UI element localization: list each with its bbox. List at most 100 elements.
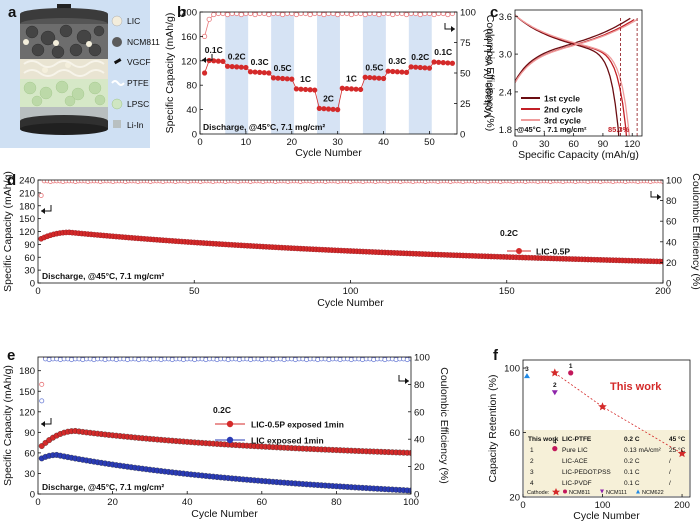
capacity-point xyxy=(413,64,419,70)
y-tick-label: 60 xyxy=(509,428,520,439)
legend-marker xyxy=(226,436,234,444)
y2-tick-label: 25 xyxy=(460,99,471,110)
x-tick-label: 120 xyxy=(624,139,640,150)
ce-point xyxy=(413,12,419,17)
left-axis-arrow-head xyxy=(202,57,206,63)
capacity-point xyxy=(229,63,235,70)
rate-label: 2C xyxy=(323,93,334,103)
y2-tick-label: 100 xyxy=(666,176,682,187)
ce-point xyxy=(247,12,254,17)
x-tick-label: 100 xyxy=(595,500,611,511)
y2-tick-label: 60 xyxy=(666,217,677,228)
panel-f-marks xyxy=(523,368,687,458)
capacity-point xyxy=(422,65,428,71)
y-tick-label: 3.6 xyxy=(499,12,512,23)
y-axis-label: Specific Capacity (mAh/g) xyxy=(164,13,176,134)
capacity-point xyxy=(403,69,410,75)
panel-e: e 0 20 40 60 80 10003060901201501800204060801… xyxy=(2,347,450,520)
table-cell: / xyxy=(669,469,671,476)
cathode-item: NCM111 xyxy=(606,490,627,496)
ce-point xyxy=(275,12,281,17)
rate-label: 1C xyxy=(346,73,357,83)
ce-point xyxy=(238,12,244,18)
x-axis-label: Specific Capacity (mAh/g) xyxy=(518,149,639,161)
y-tick-label: 90 xyxy=(24,428,35,439)
legend-label: 1st cycle xyxy=(544,94,580,104)
rate-label: 0.1C xyxy=(205,45,223,55)
ce-point xyxy=(403,12,410,18)
table-cell: LIC-ACE xyxy=(562,458,588,465)
panel-c-axes: 0 30 60 90 120 1.8 2.4 3.0 3.6 Specific Capacity … xyxy=(482,12,640,161)
ce-point xyxy=(385,12,391,17)
y2-tick-label: 0 xyxy=(460,130,465,141)
capacity-point xyxy=(257,69,263,75)
panel-a: a xyxy=(0,0,160,148)
y-tick-label: 0 xyxy=(30,490,35,501)
x-tick-label: 0 xyxy=(197,137,202,148)
ce-point xyxy=(39,381,45,387)
comparison-table: This work LIC-PTFE 0.2 C 45 °C 1 Pure LI… xyxy=(527,435,686,496)
capacity-point xyxy=(247,69,254,75)
ce-point xyxy=(660,180,663,184)
x-tick-label: 20 xyxy=(286,137,297,148)
ce-point xyxy=(390,12,396,18)
capacity-point xyxy=(298,86,304,92)
capacity-point xyxy=(312,87,318,93)
rate-label: 0.5C xyxy=(365,62,383,72)
panel-c-annotation: @45°C , 7.1 mg/cm² xyxy=(517,125,587,134)
y-tick-label: 0 xyxy=(30,279,35,290)
ce-point xyxy=(206,16,212,22)
x-tick-label: 0 xyxy=(35,497,40,508)
y-tick-label: 210 xyxy=(19,188,35,199)
battery-illustration xyxy=(20,4,108,135)
cathode-item: NCM811 xyxy=(569,490,590,496)
ce-point xyxy=(289,12,295,17)
y-tick-label: 40 xyxy=(186,105,197,116)
panel-b-axes: 0 10 20 30 40 50 0 40 80 120 160 200 0 25 50 75 100 Cycle… xyxy=(164,8,496,160)
y2-axis-label: Coulombic Efficiency (%) xyxy=(484,15,496,132)
ce-point xyxy=(293,12,299,18)
ce-point xyxy=(266,12,272,18)
capacity-point xyxy=(348,86,355,92)
panel-b: b 0 10 20 30 40 50 0 40 80 120 160 200 0 25 50 75 100 Cyc… xyxy=(164,4,496,159)
charge-curve xyxy=(515,18,638,83)
ce-point xyxy=(211,12,217,18)
table-cell: 0.2 C xyxy=(624,436,640,443)
y-tick-label: 60 xyxy=(24,448,35,459)
capacity-point xyxy=(325,106,332,112)
x-tick-label: 100 xyxy=(343,286,359,297)
panel-f-frame xyxy=(522,359,691,498)
ce-point xyxy=(261,12,267,17)
table-cell: / xyxy=(669,480,671,487)
capacity-point xyxy=(417,64,423,71)
y-axis-label: Capacity Retention (%) xyxy=(487,375,499,483)
capacity-point xyxy=(321,106,327,112)
rate-band xyxy=(317,12,340,134)
ce-point xyxy=(426,12,433,17)
reference-point xyxy=(568,370,574,376)
capacity-point xyxy=(201,70,208,76)
y-tick-label: 150 xyxy=(19,387,35,398)
y2-tick-label: 40 xyxy=(666,237,677,248)
ce-point xyxy=(362,12,368,18)
table-cell: Pure LIC xyxy=(562,447,588,454)
this-work-point xyxy=(677,449,687,458)
panel-b-annotation: Discharge, @45°C, 7.1 mg/cm² xyxy=(203,122,325,132)
gray-circle-icon xyxy=(112,37,122,47)
y-tick-label: 150 xyxy=(19,214,35,225)
legend-label: LIC-0.5P xyxy=(536,247,570,257)
x-tick-label: 0 xyxy=(520,500,525,511)
x-tick-label: 0 xyxy=(35,286,40,297)
triangle-down-icon xyxy=(600,489,604,494)
x-tick-label: 150 xyxy=(499,286,515,297)
panel-d-letter: d xyxy=(7,172,16,189)
capacity-point xyxy=(220,58,226,65)
capacity-point xyxy=(445,60,451,66)
capacity-point xyxy=(293,86,299,92)
cathode-label: Cathode: xyxy=(527,490,550,496)
x-tick-label: 200 xyxy=(674,500,690,511)
ce-point xyxy=(321,12,327,18)
panel-b-letter: b xyxy=(177,4,186,21)
this-work-point xyxy=(598,402,607,411)
